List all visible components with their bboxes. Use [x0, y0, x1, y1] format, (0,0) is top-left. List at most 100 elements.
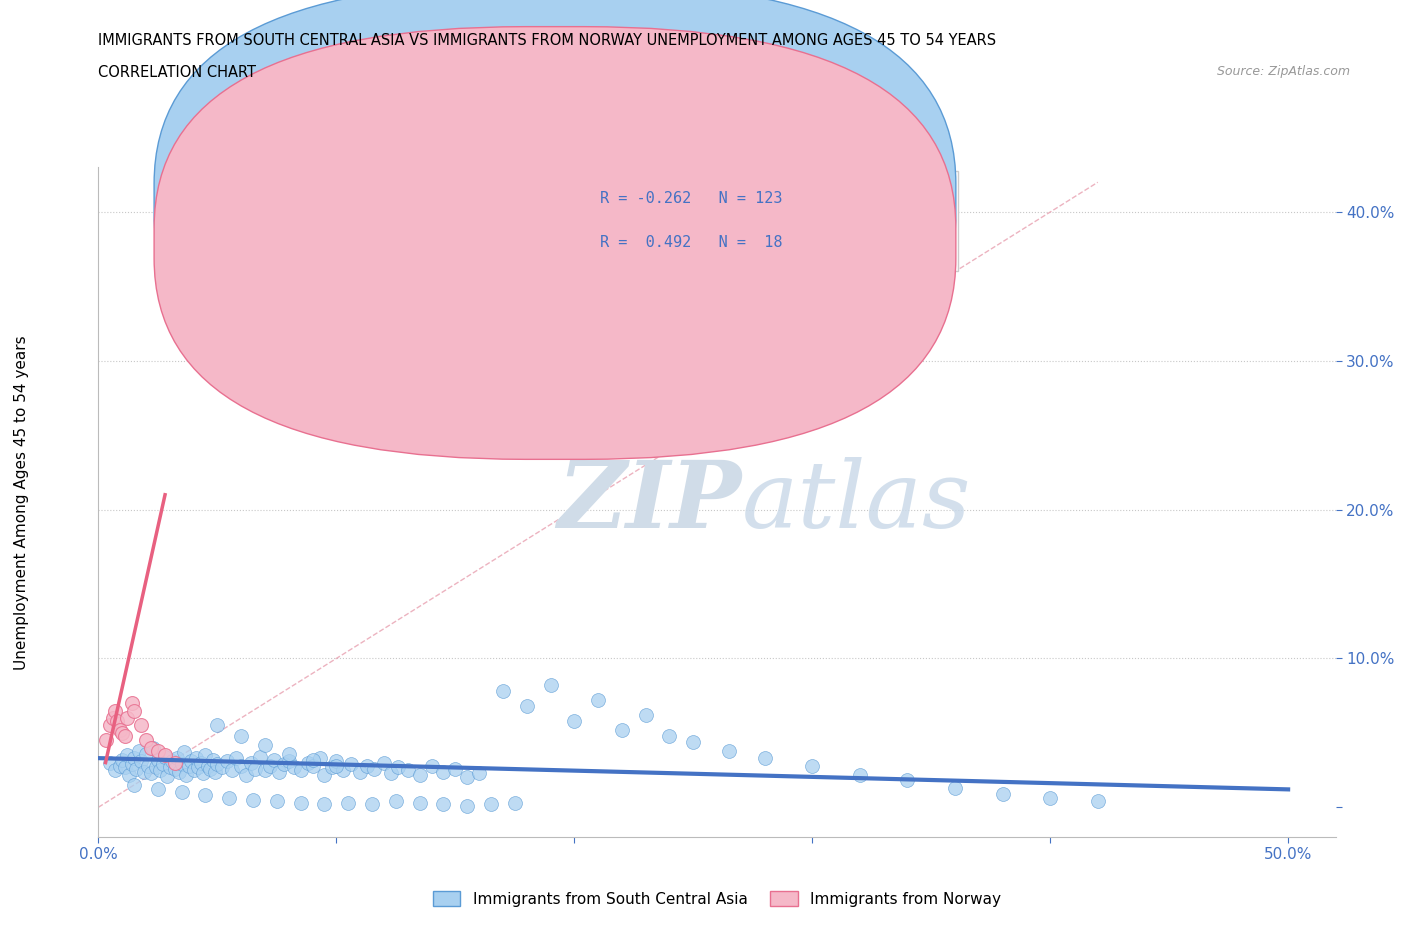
Point: [104, 763, 127, 777]
Point: [98, 755, 121, 770]
Point: [408, 767, 430, 782]
Point: [114, 728, 136, 743]
Point: [169, 764, 191, 779]
Point: [349, 764, 371, 779]
Point: [943, 780, 966, 795]
Point: [253, 763, 276, 777]
Point: [849, 767, 872, 782]
Point: [101, 711, 124, 725]
Point: [314, 767, 336, 782]
Point: [1039, 790, 1062, 805]
Point: [177, 758, 200, 773]
Point: [194, 788, 217, 803]
Point: [356, 758, 378, 773]
Point: [231, 758, 253, 773]
Point: [444, 761, 467, 776]
Point: [139, 740, 162, 755]
Point: [191, 765, 214, 780]
Point: [197, 758, 219, 773]
Point: [94, 733, 117, 748]
Point: [385, 794, 408, 809]
FancyBboxPatch shape: [155, 0, 956, 416]
Point: [153, 750, 176, 764]
Point: [139, 765, 162, 780]
Point: [221, 763, 243, 777]
Point: [314, 797, 336, 812]
Point: [339, 757, 361, 772]
Point: [266, 794, 288, 809]
Point: [456, 770, 478, 785]
Point: [263, 752, 285, 767]
Point: [332, 763, 354, 777]
Point: [380, 765, 402, 780]
Point: [129, 718, 152, 733]
Point: [754, 751, 776, 765]
Point: [1087, 794, 1109, 809]
Point: [187, 760, 209, 775]
Point: [121, 696, 143, 711]
Text: ZIP: ZIP: [558, 458, 742, 547]
Point: [325, 758, 347, 773]
Point: [297, 755, 319, 770]
Point: [173, 745, 195, 760]
Point: [290, 795, 312, 810]
Point: [408, 795, 430, 810]
Point: [200, 761, 222, 776]
Text: Unemployment Among Ages 45 to 54 years: Unemployment Among Ages 45 to 54 years: [14, 335, 30, 670]
Point: [190, 755, 212, 770]
Point: [111, 752, 134, 767]
Point: [118, 767, 141, 782]
Point: [115, 711, 138, 725]
FancyBboxPatch shape: [501, 171, 959, 272]
Point: [201, 752, 224, 767]
Point: [277, 746, 299, 761]
Point: [180, 753, 202, 768]
Point: [253, 737, 276, 752]
Point: [301, 752, 323, 767]
Point: [896, 773, 918, 788]
Point: [301, 758, 323, 773]
Point: [163, 761, 186, 776]
Point: [235, 767, 257, 782]
Point: [194, 748, 217, 763]
Point: [125, 761, 148, 776]
Point: [245, 761, 267, 776]
Point: [128, 743, 150, 758]
Point: [142, 740, 165, 755]
FancyBboxPatch shape: [155, 27, 956, 459]
Point: [170, 757, 193, 772]
Text: CORRELATION CHART: CORRELATION CHART: [98, 65, 256, 80]
Point: [396, 383, 419, 398]
Point: [122, 777, 145, 792]
Legend: Immigrants from South Central Asia, Immigrants from Norway: Immigrants from South Central Asia, Immi…: [427, 885, 1007, 913]
Text: R = -0.262   N = 123: R = -0.262 N = 123: [599, 192, 782, 206]
Point: [492, 684, 515, 698]
Point: [468, 765, 491, 780]
Point: [396, 763, 419, 777]
Point: [207, 718, 229, 733]
Point: [682, 735, 704, 750]
Text: Source: ZipAtlas.com: Source: ZipAtlas.com: [1216, 65, 1350, 78]
Point: [160, 753, 183, 768]
Point: [361, 797, 384, 812]
Point: [231, 728, 253, 743]
Point: [363, 761, 385, 776]
Point: [211, 760, 233, 775]
Point: [277, 753, 299, 768]
Point: [273, 757, 295, 772]
Point: [269, 764, 291, 779]
Point: [337, 795, 360, 810]
Point: [610, 723, 633, 737]
Point: [242, 792, 264, 807]
Point: [132, 764, 155, 779]
Point: [658, 728, 681, 743]
Point: [159, 760, 181, 775]
Point: [991, 787, 1014, 802]
Point: [153, 748, 176, 763]
Point: [456, 798, 478, 813]
Point: [432, 764, 454, 779]
Point: [321, 760, 343, 775]
Point: [540, 678, 562, 693]
Point: [98, 718, 121, 733]
Point: [479, 797, 502, 812]
